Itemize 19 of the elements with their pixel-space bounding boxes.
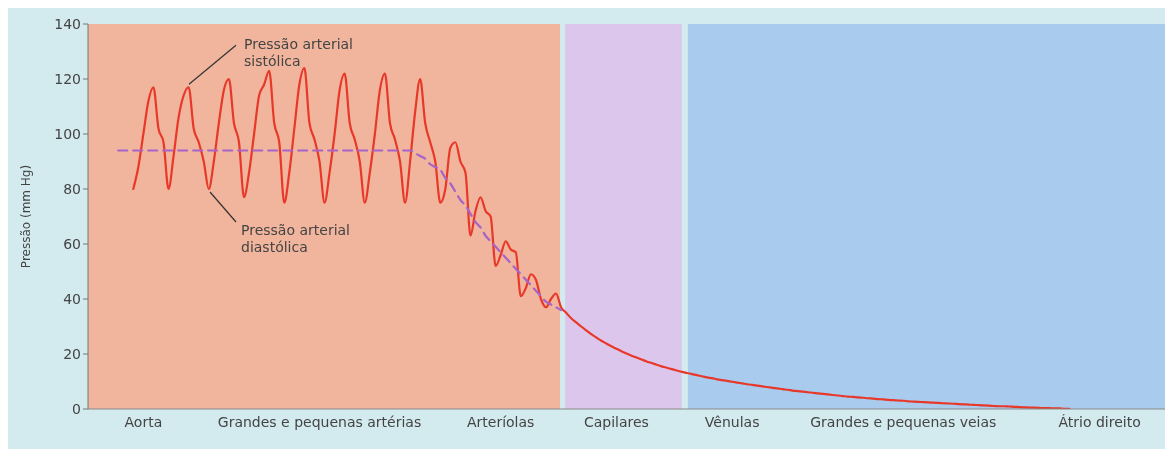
x-tick-label: Vênulas (704, 413, 760, 430)
x-tick-label: Grandes e pequenas veias (810, 413, 997, 430)
annotation: Pressão arterial sistólica (244, 36, 353, 70)
x-tick-label: Capilares (583, 413, 649, 430)
line-series (117, 149, 563, 312)
y-tick-label: 120 (54, 70, 81, 87)
y-tick-label: 60 (63, 235, 81, 252)
annotation: Pressão arterial diastólica (241, 222, 350, 255)
x-tick-label: Aorta (124, 413, 163, 430)
x-tick-label: Átrio direito (1058, 413, 1141, 430)
y-tick-label: 20 (63, 345, 81, 362)
y-tick-label: 100 (54, 125, 81, 142)
y-axis-title: Pressão (mm Hg) (19, 164, 34, 269)
y-tick-label: 80 (63, 180, 81, 197)
y-tick-label: 140 (54, 15, 81, 32)
x-tick-label: Grandes e pequenas artérias (217, 413, 422, 430)
x-tick-label: Arteríolas (466, 413, 535, 430)
y-tick-label: 40 (63, 290, 81, 307)
y-tick-label: 0 (72, 400, 81, 417)
